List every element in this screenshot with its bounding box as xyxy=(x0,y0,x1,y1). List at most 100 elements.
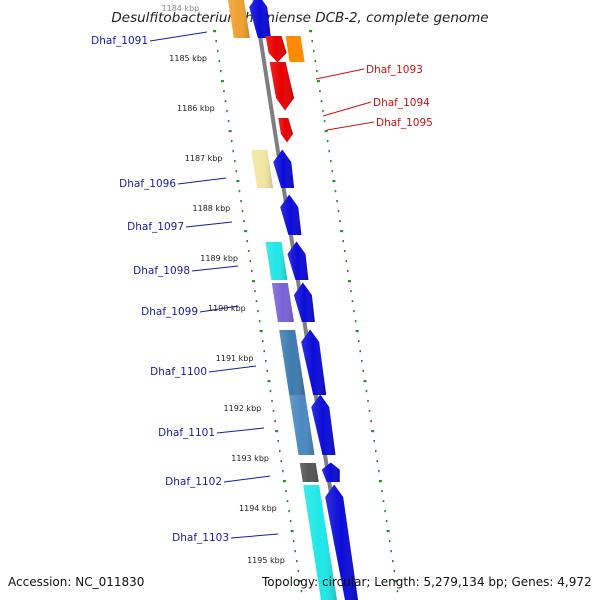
label-connector xyxy=(230,533,279,539)
minor-tick xyxy=(343,250,346,253)
minor-tick xyxy=(393,570,396,573)
cog-category-shade xyxy=(299,463,319,482)
forward-gene-shade xyxy=(280,194,302,235)
major-tick xyxy=(394,580,398,583)
minor-tick xyxy=(322,110,324,113)
gene-label-dhaf_1100: Dhaf_1100 xyxy=(150,366,207,378)
major-tick xyxy=(371,430,375,433)
forward-gene-shade xyxy=(287,241,309,280)
major-tick xyxy=(298,580,302,583)
forward-gene-shade xyxy=(249,0,271,38)
reverse-gene-shade xyxy=(269,62,295,111)
minor-tick xyxy=(232,150,235,153)
gene-label-dhaf_1098: Dhaf_1098 xyxy=(133,265,190,277)
reverse-gene-shade xyxy=(265,36,287,63)
kbp-marker: 1194 kbp xyxy=(239,504,277,513)
minor-tick xyxy=(292,540,295,543)
gene-label-dhaf_1091: Dhaf_1091 xyxy=(91,35,148,47)
forward-gene-shade xyxy=(325,484,358,600)
page-title: Desulfitobacterium hafniense DCB-2, comp… xyxy=(111,10,489,26)
minor-tick xyxy=(388,540,391,543)
gene-label-dhaf_1095: Dhaf_1095 xyxy=(376,117,433,129)
minor-tick xyxy=(390,550,393,553)
label-connector xyxy=(177,177,227,185)
minor-tick xyxy=(337,210,340,213)
major-tick xyxy=(355,330,359,333)
minor-tick xyxy=(241,210,244,213)
gene-labels: 1184 kbp 1185 kbp 1186 kbp 1187 kbp 1188 kbp… xyxy=(91,4,433,565)
minor-tick xyxy=(378,470,380,473)
minor-tick xyxy=(265,360,267,363)
minor-tick xyxy=(347,270,349,273)
minor-tick xyxy=(384,510,386,513)
minor-tick xyxy=(218,60,221,63)
kbp-marker: 1192 kbp xyxy=(224,404,262,413)
minor-tick xyxy=(274,420,276,423)
minor-tick xyxy=(320,100,323,103)
kbp-marker: 1185 kbp xyxy=(169,54,207,63)
forward-gene-shade xyxy=(311,394,336,455)
forward-gene-shade xyxy=(293,282,315,322)
inner-tick-track xyxy=(213,30,303,593)
minor-tick xyxy=(373,440,375,443)
major-tick xyxy=(386,530,390,533)
label-connector xyxy=(199,305,239,313)
minor-tick xyxy=(354,320,357,323)
minor-tick xyxy=(396,590,399,593)
minor-tick xyxy=(381,490,383,493)
gene-label-dhaf_1097: Dhaf_1097 xyxy=(127,221,184,233)
major-tick xyxy=(244,230,248,233)
kbp-marker: 1188 kbp xyxy=(193,204,231,213)
reverse-gene-shade xyxy=(278,118,294,143)
minor-tick xyxy=(285,490,287,493)
label-connector xyxy=(191,265,239,272)
kbp-marker: 1190 kbp xyxy=(208,304,246,313)
minor-tick xyxy=(258,320,261,323)
cog-category-shade xyxy=(303,485,337,600)
minor-tick xyxy=(368,410,371,413)
major-tick xyxy=(213,30,217,33)
major-tick xyxy=(275,430,279,433)
gene-label-dhaf_1094: Dhaf_1094 xyxy=(373,97,430,109)
cog-category-box xyxy=(285,36,305,62)
label-connector xyxy=(326,121,375,131)
minor-tick xyxy=(257,310,259,313)
gene-label-dhaf_1102: Dhaf_1102 xyxy=(165,476,222,488)
minor-tick xyxy=(286,500,289,503)
minor-tick xyxy=(272,410,275,413)
label-connector xyxy=(322,101,372,117)
minor-tick xyxy=(365,390,368,393)
minor-tick xyxy=(376,460,379,463)
minor-tick xyxy=(249,260,252,263)
minor-tick xyxy=(339,220,341,223)
minor-tick xyxy=(271,400,273,403)
kbp-marker: 1186 kbp xyxy=(177,104,215,113)
minor-tick xyxy=(359,350,362,353)
minor-tick xyxy=(328,150,331,153)
kbp-marker: 1191 kbp xyxy=(216,354,254,363)
cog-category-shade xyxy=(271,283,294,322)
major-tick xyxy=(309,30,313,33)
kbp-marker: 1189 kbp xyxy=(200,254,238,263)
minor-tick xyxy=(345,260,348,263)
topology-text: Topology: circular; Length: 5,279,134 bp… xyxy=(262,575,592,589)
label-connector xyxy=(208,365,257,373)
major-tick xyxy=(259,330,263,333)
minor-tick xyxy=(326,140,329,143)
minor-tick xyxy=(234,160,236,163)
major-tick xyxy=(267,380,271,383)
cog-category-shade xyxy=(251,150,274,188)
label-connector xyxy=(223,475,271,483)
label-connector xyxy=(185,221,233,228)
major-tick xyxy=(340,230,344,233)
minor-tick xyxy=(227,120,230,123)
major-tick xyxy=(332,180,336,183)
minor-tick xyxy=(223,90,225,93)
minor-tick xyxy=(367,400,369,403)
forward-gene-shade xyxy=(273,149,295,188)
cog-category-shade xyxy=(228,0,250,38)
minor-tick xyxy=(350,290,352,293)
minor-tick xyxy=(353,310,355,313)
minor-tick xyxy=(224,100,227,103)
